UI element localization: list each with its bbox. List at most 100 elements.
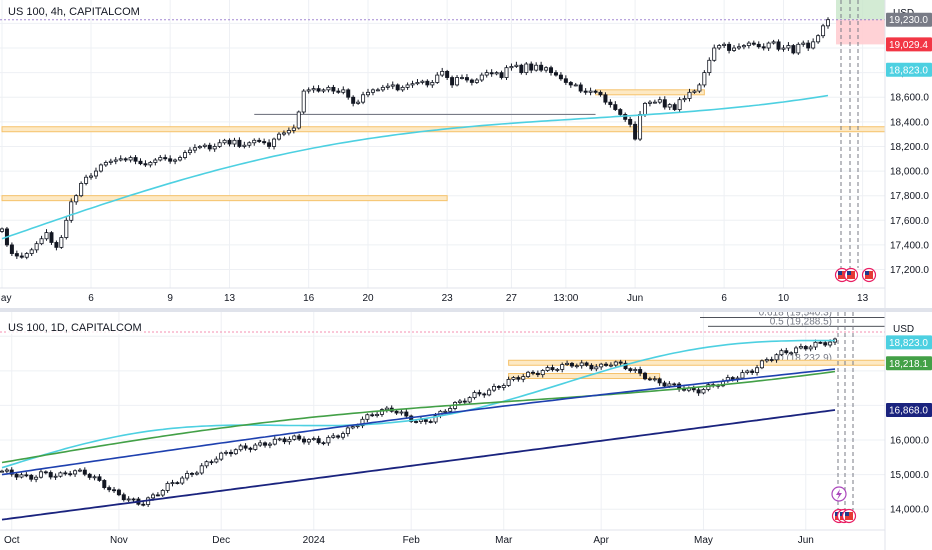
y-tick-label: 18,600.0	[890, 93, 929, 104]
chart-canvas-1d[interactable]: 0.618 (19,540.3)0.5 (19,288.5) 0 (18,232.…	[0, 312, 932, 550]
candle	[185, 470, 190, 481]
candle-body	[204, 461, 209, 467]
x-tick-label: 2024	[303, 535, 326, 546]
candle-body	[34, 243, 39, 251]
candle	[217, 139, 222, 148]
candle	[59, 235, 64, 249]
candle	[321, 88, 326, 94]
candle	[579, 360, 584, 369]
candle	[786, 42, 791, 51]
chart-pane-1d[interactable]: 0.618 (19,540.3) 0.5 (19,288.5) 0 (18,232.…	[0, 312, 932, 550]
candle-body	[121, 494, 126, 501]
candle	[682, 95, 687, 103]
flag-canton	[847, 271, 851, 275]
candle-body	[209, 461, 214, 464]
candle	[652, 376, 657, 382]
candle-body	[365, 414, 370, 420]
candle	[450, 75, 455, 88]
candle-body	[482, 393, 487, 396]
candle	[530, 370, 535, 376]
candle	[409, 414, 414, 423]
candle-body	[638, 369, 643, 374]
support-resistance-zone	[1, 195, 448, 202]
candle-body	[509, 66, 514, 69]
candle-body	[687, 91, 692, 99]
candle-body	[487, 389, 492, 396]
flag-canton	[865, 271, 869, 275]
candle-body	[341, 89, 346, 93]
y-tick-label: 17,200.0	[890, 265, 929, 276]
candle-body	[618, 361, 623, 364]
candle	[464, 74, 469, 83]
candle-body	[126, 498, 131, 501]
candle-body	[153, 159, 158, 163]
candle-body	[43, 471, 48, 474]
candle-body	[420, 80, 425, 83]
candle-body	[232, 139, 237, 145]
candle-body	[14, 473, 19, 478]
candle-body	[355, 425, 360, 428]
candle	[379, 408, 384, 417]
candle-body	[238, 445, 243, 451]
candle	[652, 99, 657, 104]
candle	[228, 449, 233, 457]
candle	[14, 472, 19, 481]
candle	[207, 142, 212, 152]
candle	[479, 72, 484, 82]
candle-body	[375, 89, 380, 92]
candle-body	[516, 377, 521, 380]
candle	[501, 383, 506, 391]
candle-body	[59, 237, 64, 248]
candle	[197, 144, 202, 150]
candle-body	[409, 415, 414, 422]
stop-zone-red	[836, 19, 885, 45]
chart-canvas-4h[interactable]: USD18,800.018,600.018,400.018,200.018,00…	[0, 0, 932, 308]
candle-body	[492, 386, 497, 391]
candle-body	[504, 67, 509, 78]
candle-body	[798, 346, 803, 349]
candle	[430, 80, 435, 88]
candle	[148, 160, 153, 168]
candle	[558, 72, 563, 81]
flag-canton	[835, 512, 839, 516]
candle-body	[730, 377, 735, 380]
candle-body	[613, 361, 618, 366]
moving-average-1d-1	[1, 339, 835, 469]
candle-body	[9, 469, 14, 475]
candle-body	[662, 382, 667, 387]
candle-body	[702, 72, 707, 86]
candle-body	[84, 176, 89, 184]
price-badge-bg	[886, 356, 932, 371]
candle	[263, 441, 268, 448]
candle-body	[535, 372, 540, 376]
chart-pane-4h[interactable]: USD18,800.018,600.018,400.018,200.018,00…	[0, 0, 932, 308]
candle-body	[212, 146, 217, 150]
candle	[0, 469, 4, 473]
candle	[638, 366, 643, 377]
candle-body	[316, 438, 321, 444]
pane-divider[interactable]	[0, 308, 932, 312]
candle	[141, 501, 146, 507]
candle-body	[29, 249, 34, 254]
candle	[326, 435, 331, 446]
candle	[425, 79, 430, 88]
candle	[93, 167, 98, 179]
candle-body	[540, 370, 545, 376]
candle-body	[750, 370, 755, 373]
candle-body	[405, 84, 410, 88]
candle	[801, 40, 806, 47]
candle-body	[48, 472, 53, 478]
candle-body	[794, 347, 799, 354]
candle	[282, 436, 287, 445]
support-resistance-zone	[508, 373, 661, 380]
candle-body	[160, 490, 165, 496]
candle-body	[331, 86, 336, 92]
candle	[423, 418, 428, 425]
candle-body	[539, 64, 544, 71]
candle-body	[192, 147, 197, 151]
lightning-glyph	[836, 489, 842, 500]
candle	[204, 460, 209, 469]
candle-body	[469, 79, 474, 83]
candle	[82, 467, 87, 477]
candle	[428, 419, 433, 424]
